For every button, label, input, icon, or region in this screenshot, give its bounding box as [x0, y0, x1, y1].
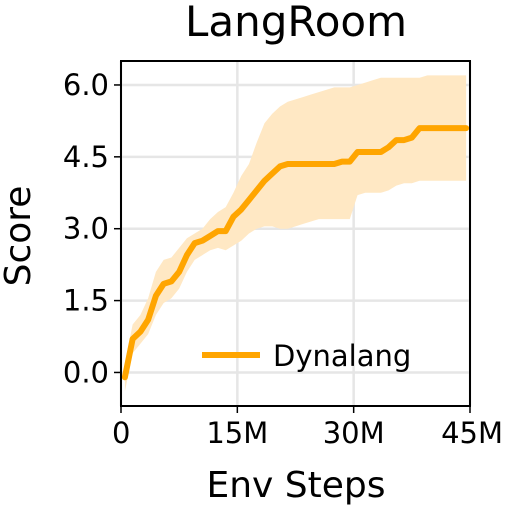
- line-dynalang: [121, 125, 470, 381]
- chart-title: LangRoom: [185, 0, 407, 46]
- legend: Dynalang: [202, 339, 411, 373]
- y-tick-label: 4.5: [63, 140, 109, 174]
- x-axis-label: Env Steps: [206, 465, 385, 506]
- y-tick-label: 1.5: [63, 284, 109, 318]
- x-tick-label: 0: [112, 416, 130, 450]
- plot-frame: [120, 60, 471, 407]
- y-tick-label: 6.0: [63, 68, 109, 102]
- legend-label-dynalang: Dynalang: [273, 339, 411, 373]
- y-axis-label: Score: [0, 186, 39, 287]
- x-tick-label: 30M: [323, 416, 385, 450]
- x-tick-label: 15M: [206, 416, 268, 450]
- x-tick-label: 45M: [441, 416, 503, 450]
- series-lines: [121, 125, 470, 381]
- y-axis: 0.0 1.5 3.0 4.5 6.0: [63, 68, 121, 389]
- x-axis: 0 15M 30M 45M: [112, 406, 503, 450]
- y-tick-label: 3.0: [63, 212, 109, 246]
- y-tick-label: 0.0: [63, 355, 109, 389]
